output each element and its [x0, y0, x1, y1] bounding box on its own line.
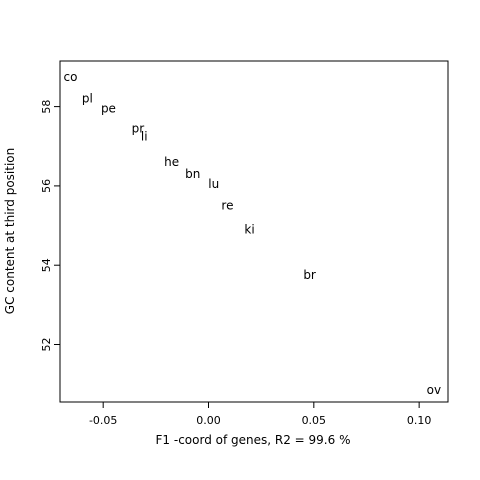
x-axis: -0.05 0.00 0.05 0.10 — [89, 402, 431, 427]
plot-frame — [59, 60, 449, 403]
data-point-co: co — [64, 70, 78, 84]
y-axis-title: GC content at third position — [3, 148, 17, 314]
data-point-br: br — [303, 268, 316, 282]
x-axis-title: F1 -coord of genes, R2 = 99.6 % — [156, 433, 351, 447]
x-tick-label: 0.00 — [196, 414, 221, 427]
x-tick-label: 0.10 — [407, 414, 432, 427]
y-axis: 52 54 56 58 — [40, 100, 60, 352]
data-point-ki: ki — [244, 223, 254, 237]
data-point-re: re — [221, 199, 233, 213]
y-tick-label: 56 — [40, 179, 53, 193]
data-point-lu: lu — [208, 177, 219, 191]
data-point-pe: pe — [101, 102, 116, 116]
data-point-he: he — [164, 155, 179, 169]
x-tick-label: -0.05 — [89, 414, 117, 427]
data-point-ov: ov — [427, 383, 441, 397]
data-point-li: li — [141, 129, 148, 143]
y-tick-label: 58 — [40, 100, 53, 114]
data-point-pl: pl — [82, 92, 93, 106]
data-point-bn: bn — [185, 167, 200, 181]
data-point-pr: pr — [132, 121, 145, 135]
x-tick-label: 0.05 — [302, 414, 327, 427]
y-tick-label: 54 — [40, 258, 53, 272]
plot-area — [59, 60, 449, 403]
y-tick-label: 52 — [40, 338, 53, 352]
